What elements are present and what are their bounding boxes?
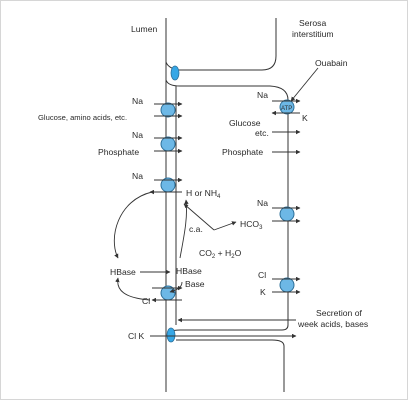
basolateral-cl-k-cotransporter [279,277,295,293]
secretion-label-1: Secretion of [316,308,362,318]
basolateral-etc-label: etc. [255,128,269,138]
carbonic-anhydrase-label: c.a. [189,224,203,234]
serosa-label: Serosa [299,18,326,28]
basolateral-na-hco3-cotransporter [279,206,295,222]
atp-label: ATP [281,106,292,112]
apical-hbase-label: HBase [110,267,136,277]
secretion-label-2: week acids, bases [297,319,368,329]
apical-cl-k-label: Cl K [128,331,145,341]
basolateral-na-pump-label: Na [257,90,268,100]
apical-na-label-3: Na [132,171,143,181]
intracellular-hbase-label: HBase [176,266,202,276]
basolateral-na-hco3-label: Na [257,198,268,208]
h-or-nh4-label: H or NH4 [186,188,221,200]
apical-na-glucose-transporter [160,102,176,118]
base-label: Base [185,279,205,289]
co2-h2o-label: CO2 + H2O [199,248,242,260]
basolateral-phosphate-label: Phosphate [222,147,263,157]
tight-junction-bottom [166,327,176,343]
apical-cl-label: Cl [142,296,150,306]
apical-na-phosphate-transporter [160,136,176,152]
basolateral-cl-label: Cl [258,270,266,280]
basolateral-na-k-atpase [279,99,295,115]
apical-na-label-2: Na [132,130,143,140]
basolateral-arrows [177,98,301,323]
apical-na-label-1: Na [132,96,143,106]
tight-junction-top [170,65,180,81]
ouabain-label: Ouabain [315,58,348,68]
cell-outline [165,18,289,392]
basolateral-glucose-label: Glucose [229,118,261,128]
intracellular-arrows [113,191,237,301]
basolateral-k-label-2: K [260,287,266,297]
hco3-label: HCO3 [240,219,263,231]
apical-glucose-label: Glucose, amino acids, etc. [38,113,127,122]
interstitium-label: interstitium [292,29,334,39]
basolateral-k-label: K [302,113,308,123]
apical-phosphate-label: Phosphate [98,147,139,157]
apical-arrows [149,101,297,339]
lumen-label: Lumen [131,24,157,34]
ouabain-arrow [290,67,319,102]
